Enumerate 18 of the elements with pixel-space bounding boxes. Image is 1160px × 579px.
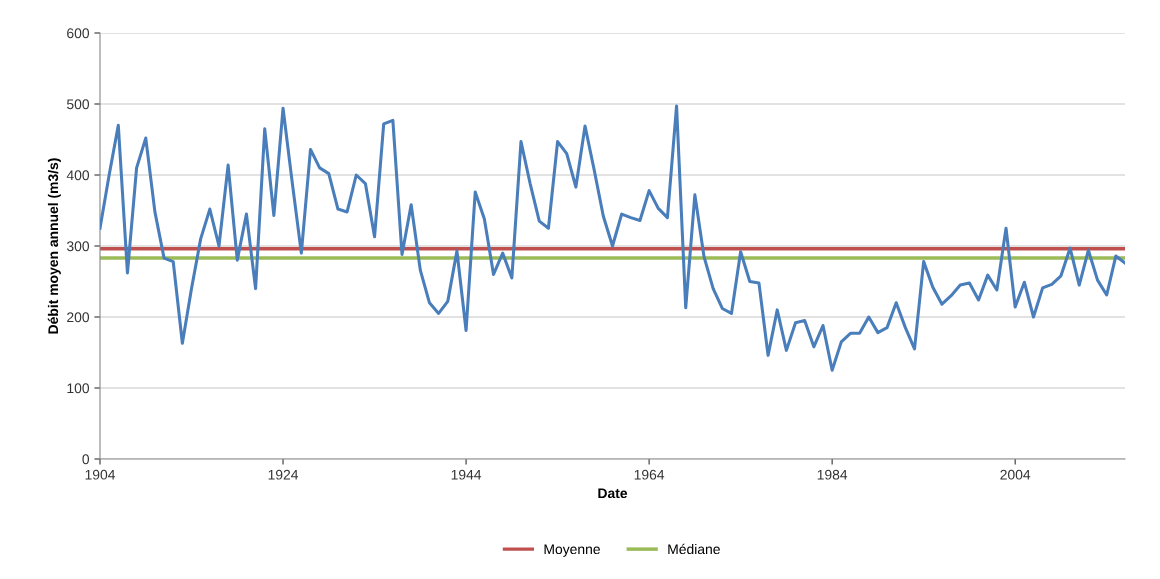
y-tick-label: 0 bbox=[82, 454, 90, 465]
x-tick-label: 1964 bbox=[634, 469, 665, 480]
x-tick-label: 1924 bbox=[268, 469, 299, 480]
y-tick-label: 100 bbox=[67, 383, 90, 394]
y-tick-label: 600 bbox=[67, 28, 90, 39]
y-tick-label: 200 bbox=[67, 312, 90, 323]
x-tick-label: 1904 bbox=[85, 469, 116, 480]
legend-label: Moyenne bbox=[544, 544, 600, 557]
legend-label: Médiane bbox=[668, 543, 720, 555]
y-tick-label: 500 bbox=[66, 99, 90, 110]
line-series bbox=[100, 104, 1125, 372]
y-tick-label: 400 bbox=[66, 170, 90, 181]
x-axis-title: Date bbox=[598, 488, 628, 499]
x-tick-label: 2004 bbox=[1000, 469, 1031, 480]
y-tick-label: 300 bbox=[66, 241, 90, 252]
y-axis-title: Débit moyen annuel (m3/s) bbox=[47, 158, 61, 334]
x-tick-label: 1944 bbox=[451, 469, 482, 480]
x-tick-label: 1984 bbox=[817, 469, 848, 480]
